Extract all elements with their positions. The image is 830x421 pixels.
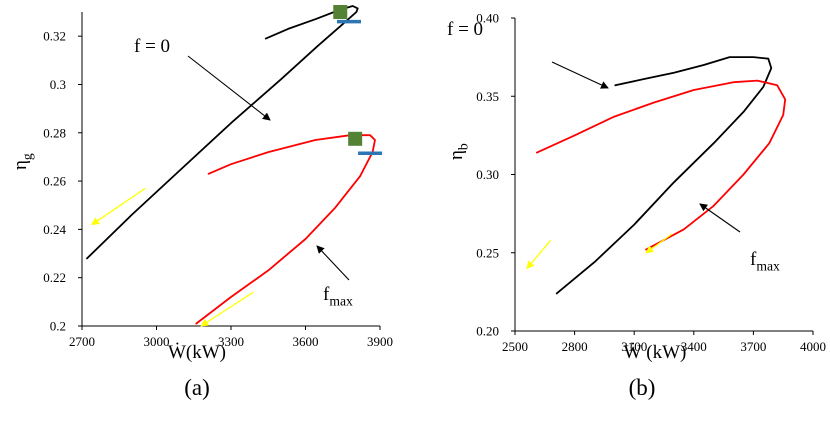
y-axis-label: ηb [446, 143, 470, 160]
annotation-label-main: f = 0 [447, 19, 483, 40]
direction-arrow [200, 291, 254, 327]
x-tick-label: 3000 [144, 334, 170, 349]
optimum-square-marker [348, 131, 363, 146]
chart-panel-a: 2700 3000 3300 3600 3900 0.2 0.22 0.24 0.26 0.28 0… [10, 5, 393, 400]
x-tick-label: 3700 [740, 339, 766, 354]
y-axis-label-sub: b [455, 143, 470, 150]
y-tick-label: 0.22 [43, 270, 66, 285]
y-axis-label-main: η [10, 160, 31, 170]
y-tick-label: 0.40 [476, 11, 499, 26]
x-tick-label: 3600 [293, 334, 319, 349]
annotation-arrow [551, 61, 609, 89]
optimum-square-marker [333, 5, 348, 19]
x-tick-label: 2500 [502, 339, 528, 354]
annotation-label-sub: max [329, 293, 353, 308]
direction-arrow [526, 239, 552, 270]
chart-panel-b: 2500 2800 3100 3400 3700 4000 0.20 0.25 0.30 0.35… [446, 11, 826, 401]
direction-arrow [645, 233, 673, 254]
x-tick-label: 3900 [367, 334, 393, 349]
y-axis-label: ηg [10, 153, 34, 170]
annotation-label: f = 0 [134, 36, 170, 57]
y-tick-label: 0.30 [476, 167, 499, 182]
annotation-label-sub: max [756, 258, 780, 273]
annotation-arrow [316, 245, 350, 281]
y-tick-label: 0.26 [43, 174, 66, 189]
x-tick-label: 3100 [621, 339, 647, 354]
x-tick-label: 3400 [681, 339, 707, 354]
series-line-2 [195, 134, 376, 325]
x-axis-label: Ẇ (kW) [624, 341, 687, 363]
x-tick-label: 4000 [800, 339, 826, 354]
series-line-2 [536, 79, 787, 251]
y-axis-label-main: η [446, 150, 467, 160]
annotation-arrow [187, 55, 271, 121]
y-axis-label-sub: g [19, 153, 34, 160]
series-line-1 [86, 5, 359, 260]
annotation-label-main: f = 0 [134, 36, 170, 57]
panel-label: (b) [629, 375, 656, 400]
y-tick-label: 0.25 [476, 245, 499, 260]
y-tick-label: 0.28 [43, 125, 66, 140]
annotation-label-main: f [323, 284, 330, 305]
annotation-label: fmax [323, 284, 353, 308]
x-tick-label: 2800 [562, 339, 588, 354]
y-tick-label: 0.20 [476, 324, 499, 339]
annotation-label: fmax [750, 249, 780, 273]
x-tick-label: 2700 [69, 334, 95, 349]
annotation-arrow [699, 203, 741, 233]
y-tick-label: 0.3 [50, 77, 66, 92]
y-tick-label: 0.35 [476, 89, 499, 104]
annotation-label: f = 0 [447, 19, 483, 40]
x-tick-label: 3300 [218, 334, 244, 349]
panel-label: (a) [184, 375, 210, 400]
y-axis-label-group: ηg [10, 153, 34, 170]
y-tick-label: 0.32 [43, 29, 66, 44]
series-line-1 [555, 56, 773, 295]
annotation-label-main: f [750, 249, 757, 270]
direction-arrow [91, 187, 146, 226]
y-tick-label: 0.2 [50, 319, 66, 334]
y-tick-label: 0.24 [43, 222, 66, 237]
x-axis-label: Ẇ(kW) [168, 341, 226, 363]
y-axis-label-group: ηb [446, 143, 470, 160]
